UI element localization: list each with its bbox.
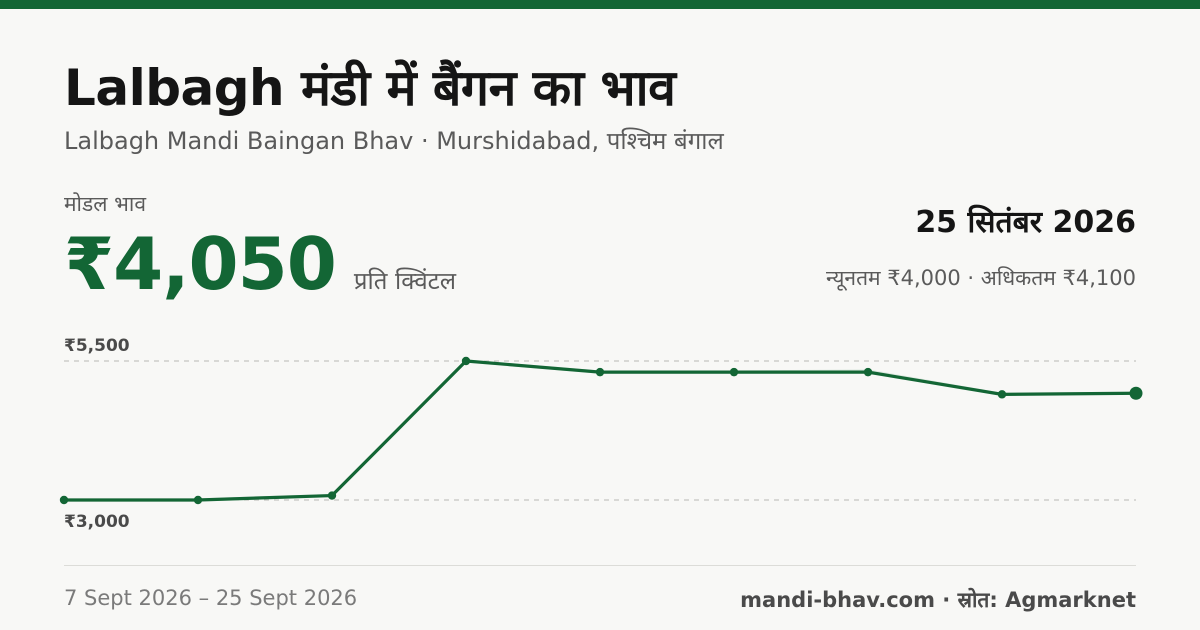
page-title: Lalbagh मंडी में बैंगन का भाव	[64, 59, 676, 117]
date-period: 7 Sept 2026 – 25 Sept 2026	[64, 586, 358, 610]
latest-price-point	[1129, 386, 1143, 400]
modal-price-value: ₹4,050	[64, 222, 337, 306]
price-point-2	[327, 491, 337, 500]
price-point-5	[729, 367, 739, 377]
price-point-7	[997, 390, 1007, 399]
footer-divider	[64, 565, 1136, 566]
price-date: 25 सितंबर 2026	[915, 205, 1136, 240]
price-point-1	[193, 495, 203, 505]
min-max-band	[64, 359, 1136, 502]
price-point-0	[59, 495, 69, 505]
price-point-4	[595, 367, 605, 377]
price-line	[62, 359, 1138, 502]
top-accent-bar	[0, 0, 1200, 9]
min-max-range: न्यूनतम ₹4,000 · अधिकतम ₹4,100	[826, 266, 1136, 290]
price-row: ₹4,050 प्रति क्विंटल	[64, 222, 456, 306]
y-tick-label-0: ₹5,500	[64, 336, 130, 356]
price-line-chart: ₹5,500 ₹3,000	[59, 336, 1143, 532]
price-unit: प्रति क्विंटल	[353, 267, 457, 295]
y-tick-label-1: ₹3,000	[64, 512, 130, 532]
price-point-6	[863, 367, 873, 377]
modal-price-label: मोडल भाव	[64, 192, 147, 216]
source-credit: mandi-bhav.com · स्रोत: Agmarknet	[740, 588, 1136, 612]
page-subtitle: Lalbagh Mandi Baingan Bhav · Murshidabad…	[64, 127, 724, 155]
price-point-3	[461, 356, 471, 366]
